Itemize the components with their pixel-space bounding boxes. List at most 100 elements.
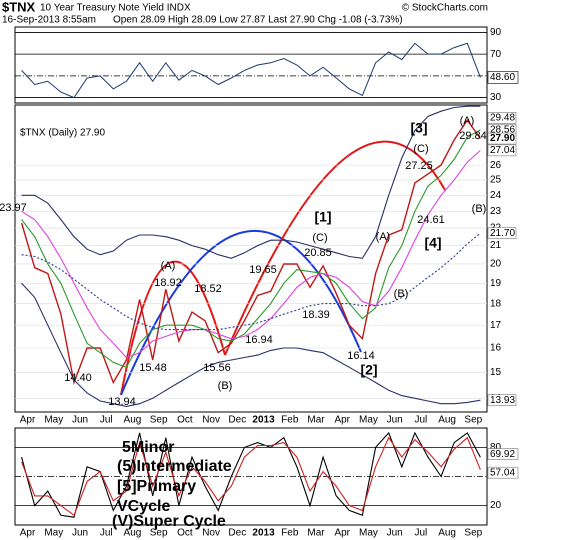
y-tick-label: 24 [490,190,502,201]
x-tick-label: Nov [202,415,220,426]
annotation: (A) [161,260,176,272]
y-tick-label: 30 [490,92,502,103]
value-label: 48.60 [490,72,515,83]
annotation: 29.84 [459,130,487,142]
x-tick-label: Aug [124,415,142,426]
price-marker-label: 27.90 [490,133,515,144]
x-tick-label: Aug [438,415,456,426]
wave-legend: (V)Super Cycle [112,513,226,530]
symbol: $TNX [2,0,36,14]
value-label-box [487,71,519,84]
annotation: 18.92 [154,277,182,289]
x-tick-label: May [44,528,63,539]
y-tick-label: 80 [490,442,502,453]
y-tick-label: 23 [490,206,502,217]
last-value-label: 69.92 [490,449,515,460]
annotation: 19.65 [249,264,277,276]
annotation: 15.56 [203,362,231,374]
date: 16-Sep-2013 8:55am [2,15,96,26]
annotation: [1] [314,209,331,225]
y-tick-label: 70 [490,49,502,60]
quote: Open 28.09 High 28.09 Low 27.87 Last 27.… [113,15,403,26]
x-tick-label: May [44,415,63,426]
price-marker [487,144,517,157]
price-marker-label: 28.56 [490,124,515,135]
x-tick-label: Jul [414,415,427,426]
x-tick-label: Apr [20,415,36,426]
annotation: (A) [460,115,475,127]
last-value-box [487,448,519,460]
wave-legend: [5]Primary [117,478,196,495]
x-tick-label: Aug [438,528,456,539]
series-line [21,232,481,331]
annotation: 24.61 [417,214,445,226]
annotation: [4] [424,235,441,251]
layer: 30709048.601415161718192021222324252629.… [0,27,519,539]
x-tick-label: Jul [100,415,113,426]
annotation: 18.39 [302,309,330,321]
annotation: 20.85 [304,247,332,259]
x-tick-label: 2013 [252,528,275,539]
price-marker [487,394,517,406]
y-tick-label: 17 [490,320,502,331]
x-tick-label: Jun [387,528,403,539]
annotation: 18.52 [194,283,222,295]
x-tick-label: Mar [307,528,325,539]
x-tick-label: Sep [150,528,168,539]
y-tick-label: 90 [490,27,502,38]
x-tick-label: Feb [281,528,299,539]
cycle-arc [224,140,446,356]
price-panel [14,104,488,413]
price-marker-label: 13.93 [490,395,515,406]
x-tick-label: Oct [177,528,193,539]
x-tick-label: May [359,415,378,426]
price-marker [487,132,517,145]
x-tick-label: Sep [464,528,482,539]
price-marker-label: 27.04 [490,145,515,156]
annotation: 14.40 [64,372,92,384]
y-tick-label: 20 [490,259,502,270]
y-tick-label: 15 [490,367,502,378]
annotation: 15.48 [139,362,167,374]
annotation: (B) [472,203,487,215]
series-line [21,149,481,359]
annotation: (C) [413,143,428,155]
y-tick-label: 25 [490,175,502,186]
series-line [21,105,481,259]
price-marker [487,227,517,240]
last-value-label: 57.04 [490,467,515,478]
y-tick-label: 26 [490,160,502,171]
annotation: 27.25 [405,160,433,172]
annotation: [2] [360,362,377,378]
annotation: (A) [376,231,391,243]
annotation: (C) [312,232,327,244]
series-line [20,118,481,386]
x-tick-label: Sep [150,415,168,426]
x-tick-label: Apr [334,415,350,426]
wave-legend: (5)Intermediate [117,458,232,475]
y-tick-label: 21 [490,240,502,251]
x-tick-label: 2013 [252,415,275,426]
cycle-arc [120,260,226,396]
price-marker [487,112,517,124]
last-value-box [487,466,519,479]
x-tick-label: Dec [228,415,246,426]
x-tick-label: Jul [414,528,427,539]
y-tick-label: 20 [490,500,502,511]
x-tick-label: Jun [72,415,88,426]
wave-legend: 5Minor [122,439,174,456]
wave-legend: VCycle [117,498,170,515]
price-legend: $TNX (Daily) 27.90 [20,128,105,139]
x-tick-label: Sep [464,415,482,426]
x-tick-label: Aug [124,528,142,539]
y-tick-label: 16 [490,343,502,354]
annotation: 16.94 [245,334,273,346]
annotation: 13.94 [108,396,136,408]
x-tick-label: Mar [307,415,325,426]
x-tick-label: Nov [202,528,220,539]
x-tick-label: Dec [228,528,246,539]
annotation: 23.97 [0,202,27,214]
credit: © StockCharts.com [402,3,488,14]
